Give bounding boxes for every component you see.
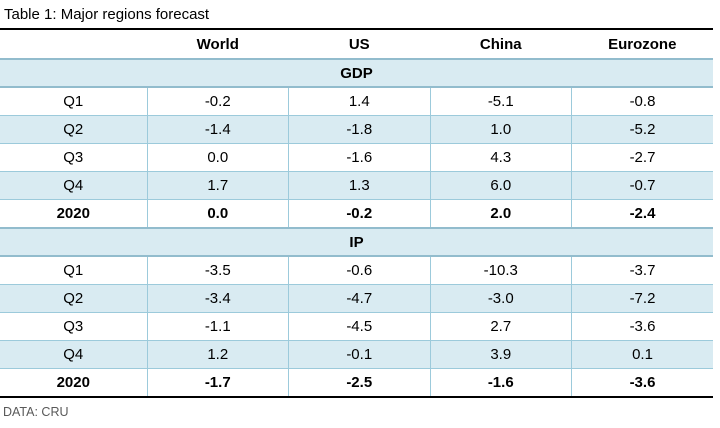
header-cell-china: China [479,36,522,53]
cell-value: 1.7 [146,171,289,200]
cell-value: 0.0 [146,143,289,172]
cell-value: -0.7 [571,171,713,200]
header-row: World US China Eurozone [0,31,713,59]
row-label: 2020 [0,368,148,397]
header-cell-world: World [196,36,239,53]
cell-value: 2.0 [429,199,572,229]
cell-value: -0.1 [288,340,431,369]
cell-value: -5.2 [571,115,713,144]
table-row: Q4 1.7 1.3 6.0 -0.7 [0,171,713,200]
cell-value: -3.6 [571,312,713,341]
section-header-ip: IP [0,227,713,257]
footer-source: DATA: CRU [3,405,69,419]
cell-value: -3.5 [146,255,289,285]
cell-value: -3.7 [571,255,713,285]
cell-value: 1.4 [288,86,431,116]
row-label: 2020 [0,199,148,229]
table-row: Q3 -1.1 -4.5 2.7 -3.6 [0,312,713,341]
header-cell-eurozone: Eurozone [608,36,677,53]
header-cell-blank [0,31,147,59]
table-row: Q1 -0.2 1.4 -5.1 -0.8 [0,86,713,116]
cell-value: -2.7 [571,143,713,172]
table-row-total: 2020 0.0 -0.2 2.0 -2.4 [0,199,713,229]
forecast-table-page: Table 1: Major regions forecast World US… [0,0,713,419]
cell-value: -10.3 [429,255,572,285]
cell-value: -4.7 [288,284,431,313]
cell-value: 1.0 [429,115,572,144]
cell-value: -2.4 [571,199,713,229]
table-row: Q2 -1.4 -1.8 1.0 -5.2 [0,115,713,144]
cell-value: -3.6 [571,368,713,397]
cell-value: -2.5 [288,368,431,397]
cell-value: -5.1 [429,86,572,116]
cell-value: -7.2 [571,284,713,313]
table-row: Q3 0.0 -1.6 4.3 -2.7 [0,143,713,172]
cell-value: 1.3 [288,171,431,200]
row-label: Q1 [0,255,148,285]
cell-value: 3.9 [429,340,572,369]
cell-value: -3.0 [429,284,572,313]
section-label: IP [0,227,713,257]
section-label: GDP [0,58,713,88]
table-row: Q2 -3.4 -4.7 -3.0 -7.2 [0,284,713,313]
row-label: Q2 [0,115,148,144]
cell-value: 4.3 [429,143,572,172]
cell-value: 2.7 [429,312,572,341]
cell-value: 0.0 [146,199,289,229]
section-header-gdp: GDP [0,58,713,88]
forecast-table: World US China Eurozone GDP Q1 -0.2 1.4 … [0,31,713,398]
cell-value: 6.0 [429,171,572,200]
cell-value: -0.2 [288,199,431,229]
table-row: Q1 -3.5 -0.6 -10.3 -3.7 [0,255,713,285]
cell-value: -4.5 [288,312,431,341]
cell-value: -0.6 [288,255,431,285]
table-row: Q4 1.2 -0.1 3.9 0.1 [0,340,713,369]
row-label: Q4 [0,171,148,200]
row-label: Q4 [0,340,148,369]
cell-value: -0.8 [571,86,713,116]
page-title: Table 1: Major regions forecast [0,0,713,30]
cell-value: -1.8 [288,115,431,144]
row-label: Q2 [0,284,148,313]
cell-value: -1.6 [429,368,572,397]
cell-value: 0.1 [571,340,713,369]
cell-value: -1.4 [146,115,289,144]
cell-value: -3.4 [146,284,289,313]
cell-value: -1.1 [146,312,289,341]
cell-value: -0.2 [146,86,289,116]
table-header: World US China Eurozone [0,31,713,59]
header-cell-us: US [348,36,370,53]
table-row-total: 2020 -1.7 -2.5 -1.6 -3.6 [0,368,713,397]
row-label: Q1 [0,86,148,116]
cell-value: -1.6 [288,143,431,172]
row-label: Q3 [0,143,148,172]
cell-value: -1.7 [146,368,289,397]
row-label: Q3 [0,312,148,341]
cell-value: 1.2 [146,340,289,369]
